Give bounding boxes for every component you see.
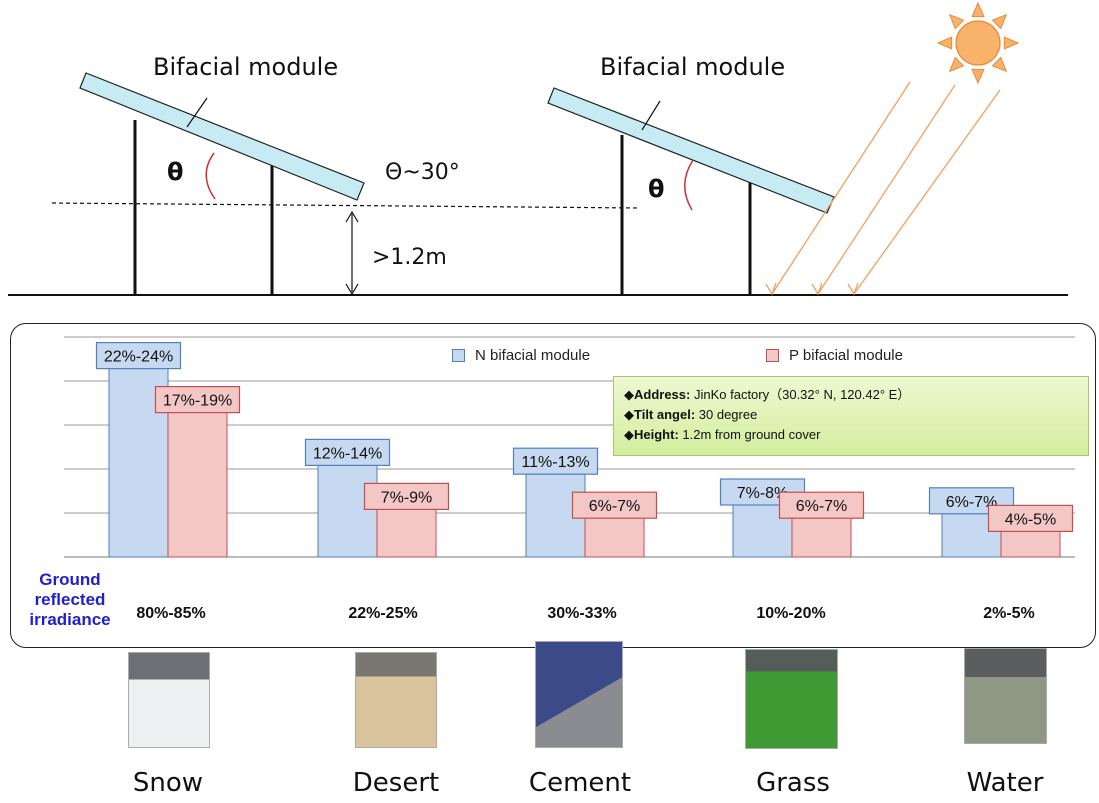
sun-ray: [971, 68, 985, 85]
data-label-p-grass: 6%-7%: [796, 498, 848, 515]
left-theta-arc: [205, 152, 216, 200]
ground-reflected-title: Ground reflected irradiance: [29, 570, 111, 629]
sun-ray: [971, 1, 985, 18]
surface-label-snow: Snow: [132, 768, 204, 798]
snow-photo: [128, 652, 210, 748]
height-arrow-head-top: [345, 210, 359, 223]
data-label-p-water: 4%-5%: [1005, 511, 1057, 528]
height-note: >1.2m: [372, 245, 447, 270]
right-bifacial-module: [547, 87, 835, 214]
water-photo: [964, 648, 1047, 744]
right-module-pointer: [641, 100, 661, 131]
test-conditions-box: ◆Address: JinKo factory（30.32° N, 120.42…: [613, 376, 1089, 456]
surface-label-cement: Cement: [528, 768, 632, 798]
sun-ray: [991, 56, 1008, 73]
ground-reflected-water: 2%-5%: [983, 605, 1035, 622]
right-module-label: Bifacial module: [600, 53, 785, 81]
legend-n: N bifacial module: [440, 340, 640, 370]
legend-p: P bifacial module: [752, 340, 974, 370]
sun-ray: [948, 56, 965, 73]
data-label-box: [95, 342, 182, 370]
sun-ray: [1003, 36, 1020, 50]
left-module-label: Bifacial module: [153, 53, 338, 81]
data-label-n-water: 6%-7%: [946, 494, 998, 511]
ground-reflected-grass: 10%-20%: [756, 605, 826, 622]
surface-label-desert: Desert: [352, 768, 440, 798]
data-label-n-snow: 22%-24%: [104, 349, 173, 366]
mounting-diagram: Bifacial module Bifacial module θ θ Θ~30…: [8, 1, 1068, 296]
left-module-pointer: [186, 97, 208, 128]
desert-photo: [355, 652, 437, 748]
data-label-n-grass: 7%-8%: [737, 485, 789, 502]
data-label-box: [512, 447, 599, 475]
data-label-box: [304, 438, 391, 466]
data-label-p-snow: 17%-19%: [163, 393, 232, 410]
data-label-p-cement: 6%-7%: [589, 498, 641, 515]
bar-n-snow: [108, 354, 169, 558]
legend-p-swatch: [766, 348, 779, 362]
sun-ray: [936, 36, 953, 50]
data-label-box: [363, 482, 450, 510]
legend-n-swatch: [452, 348, 465, 362]
legend-p-label: P bifacial module: [789, 346, 903, 364]
data-label-n-cement: 11%-13%: [521, 454, 589, 471]
left-theta-symbol: θ: [167, 158, 184, 186]
ground-reflected-snow: 80%-85%: [136, 605, 206, 622]
info-tilt: ◆Tilt angel: 30 degree: [624, 407, 758, 422]
tilt-note: Θ~30°: [385, 160, 460, 185]
right-theta-symbol: θ: [648, 175, 665, 203]
left-bifacial-module: [79, 72, 365, 201]
cement-photo: [535, 641, 623, 748]
ground-reflected-cement: 30%-33%: [547, 605, 617, 622]
data-label-box: [778, 491, 865, 519]
bar-p-snow: [167, 398, 228, 558]
surface-label-grass: Grass: [756, 768, 830, 798]
left-dashed-horizontal: [51, 202, 641, 209]
sun-icon: [936, 1, 1020, 85]
data-label-box: [154, 386, 241, 414]
data-label-box: [571, 491, 658, 519]
sun-ray: [991, 13, 1008, 30]
height-arrow-head-bottom: [345, 283, 359, 296]
ground-reflected-desert: 22%-25%: [348, 605, 418, 622]
data-label-p-desert: 7%-9%: [381, 489, 433, 506]
right-theta-arc: [684, 159, 694, 211]
data-label-box: [987, 504, 1074, 532]
info-height: ◆Height: 1.2m from ground cover: [624, 427, 821, 442]
info-address: ◆Address: JinKo factory（30.32° N, 120.42…: [624, 387, 911, 402]
surface-label-water: Water: [966, 768, 1044, 798]
grass-photo: [745, 649, 838, 749]
sun-ray: [948, 13, 965, 30]
incident-light-rays: [765, 81, 1001, 296]
legend-n-label: N bifacial module: [475, 346, 591, 364]
data-label-n-desert: 12%-14%: [313, 445, 382, 462]
